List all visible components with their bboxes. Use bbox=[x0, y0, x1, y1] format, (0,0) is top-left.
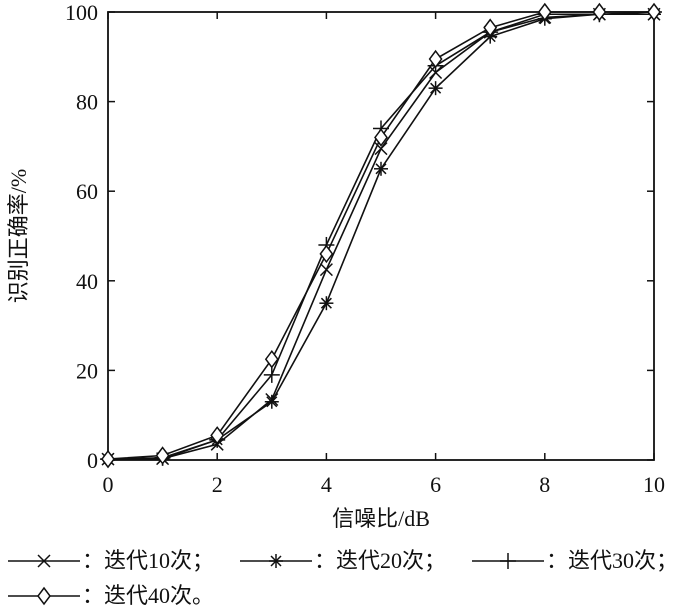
x-tick-label: 0 bbox=[103, 472, 114, 497]
data-point-diamond bbox=[264, 349, 279, 369]
legend-label: ：迭代40次。 bbox=[82, 583, 214, 608]
y-tick-label: 80 bbox=[76, 90, 98, 115]
data-point-x bbox=[319, 263, 333, 277]
data-point-diamond bbox=[210, 426, 225, 445]
data-point-asterisk bbox=[428, 81, 443, 96]
data-point-asterisk bbox=[374, 161, 388, 176]
data-point-diamond bbox=[537, 2, 552, 22]
data-point-asterisk bbox=[264, 394, 279, 409]
y-axis-label: 识别正确率/% bbox=[6, 169, 31, 303]
data-point-diamond bbox=[374, 128, 388, 147]
x-tick-label: 2 bbox=[212, 472, 223, 497]
data-point-asterisk bbox=[319, 296, 334, 311]
legend-marker-diamond bbox=[37, 586, 51, 606]
y-tick-label: 0 bbox=[87, 448, 98, 473]
x-tick-label: 4 bbox=[321, 472, 332, 497]
legend-marker-plus bbox=[500, 553, 516, 569]
data-point-diamond bbox=[428, 49, 443, 69]
x-axis-label: 信噪比/dB bbox=[332, 506, 430, 531]
legend-label: ：迭代20次； bbox=[314, 548, 446, 573]
y-tick-label: 40 bbox=[76, 269, 98, 294]
legend-marker-asterisk bbox=[269, 554, 283, 568]
x-tick-label: 8 bbox=[539, 472, 550, 497]
series-group bbox=[100, 2, 662, 469]
data-point-diamond bbox=[155, 446, 170, 465]
plot-area bbox=[107, 11, 655, 461]
legend-item-plus: ：迭代30次； bbox=[472, 548, 678, 573]
data-point-diamond bbox=[647, 2, 661, 22]
data-point-diamond bbox=[319, 244, 334, 264]
legend-label: ：迭代30次； bbox=[546, 548, 678, 573]
legend: ：迭代10次； ：迭代20次； ：迭代30次； ：迭代40次。 bbox=[8, 548, 678, 608]
data-point-diamond bbox=[592, 2, 607, 22]
legend-item-asterisk: ：迭代20次； bbox=[240, 548, 446, 573]
x-tick-label: 6 bbox=[430, 472, 441, 497]
y-tick-label: 20 bbox=[76, 358, 98, 383]
y-tick-label: 100 bbox=[65, 0, 98, 25]
legend-item-diamond: ：迭代40次。 bbox=[8, 583, 214, 608]
legend-item-x: ：迭代10次； bbox=[8, 548, 214, 573]
series-diamond bbox=[101, 2, 661, 469]
data-point-plus bbox=[263, 366, 280, 383]
legend-label: ：迭代10次； bbox=[82, 548, 214, 573]
x-tick-label: 10 bbox=[643, 472, 665, 497]
data-point-diamond bbox=[483, 18, 498, 37]
legend-marker-x bbox=[37, 554, 51, 568]
data-point-diamond bbox=[101, 449, 115, 469]
y-tick-label: 60 bbox=[76, 179, 98, 204]
